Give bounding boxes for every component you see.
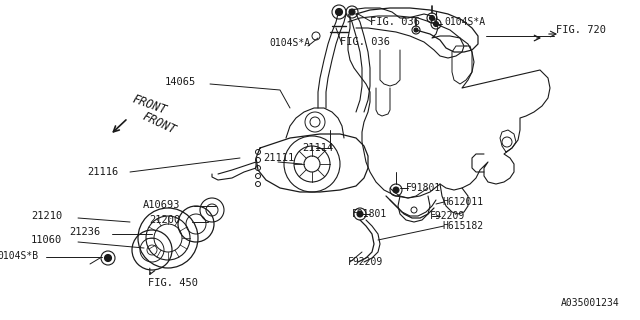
Text: FRONT: FRONT (140, 109, 178, 136)
Text: A035001234: A035001234 (561, 298, 620, 308)
Circle shape (393, 187, 399, 193)
Text: 0104S*A: 0104S*A (269, 38, 310, 48)
Circle shape (357, 211, 363, 217)
Text: FRONT: FRONT (130, 92, 168, 117)
Circle shape (429, 15, 435, 20)
Circle shape (104, 254, 111, 261)
Text: 0104S*B: 0104S*B (0, 251, 38, 261)
Circle shape (433, 21, 438, 27)
Text: 21200: 21200 (148, 215, 180, 225)
Text: F92209: F92209 (348, 257, 383, 267)
Text: F91801: F91801 (406, 183, 441, 193)
Text: 21116: 21116 (87, 167, 118, 177)
Text: 0104S*A: 0104S*A (444, 17, 485, 27)
Text: 21111: 21111 (263, 153, 294, 163)
Circle shape (414, 28, 418, 32)
Text: 11060: 11060 (31, 235, 62, 245)
Text: FIG. 036: FIG. 036 (370, 17, 420, 27)
Text: F92209: F92209 (430, 211, 465, 221)
Text: 21114: 21114 (302, 143, 333, 153)
Text: 21210: 21210 (31, 211, 62, 221)
Text: 21236: 21236 (68, 227, 100, 237)
Text: H612011: H612011 (442, 197, 483, 207)
Text: FIG. 450: FIG. 450 (148, 278, 198, 288)
Text: F91801: F91801 (352, 209, 387, 219)
Circle shape (335, 9, 342, 15)
Text: FIG. 720: FIG. 720 (556, 25, 606, 35)
Text: H615182: H615182 (442, 221, 483, 231)
Text: FIG. 036: FIG. 036 (340, 37, 390, 47)
Text: 14065: 14065 (164, 77, 196, 87)
Circle shape (349, 9, 355, 15)
Text: A10693: A10693 (143, 200, 180, 210)
